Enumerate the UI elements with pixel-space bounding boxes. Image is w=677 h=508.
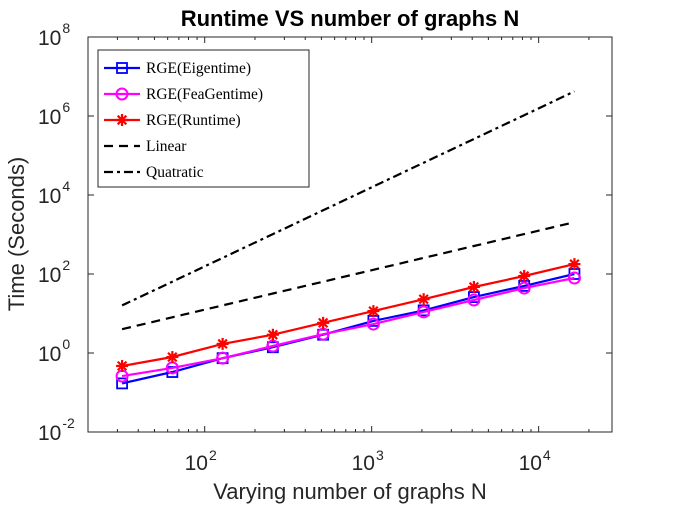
circle-marker — [115, 87, 129, 101]
x-tick-label: 103 — [352, 447, 384, 475]
legend-box — [97, 49, 310, 188]
legend-label: RGE(Runtime) — [146, 112, 241, 129]
legend-item: Quatratic — [104, 164, 204, 181]
legend-item: RGE(Runtime) — [104, 112, 241, 129]
legend-item: RGE(FeaGentime) — [104, 86, 263, 103]
asterisk-marker — [116, 114, 128, 126]
circle-marker — [467, 293, 481, 307]
series-line — [121, 272, 575, 385]
asterisk-marker — [166, 351, 179, 364]
asterisk-marker — [467, 280, 480, 293]
circle-marker — [417, 305, 431, 319]
square-marker — [116, 62, 128, 74]
series-rge-runtime — [116, 258, 581, 372]
y-tick-label: 106 — [38, 99, 70, 129]
circle-marker — [216, 351, 230, 365]
legend-label: Quatratic — [146, 164, 204, 181]
series-quatratic — [121, 90, 575, 307]
asterisk-marker — [266, 328, 279, 341]
asterisk-marker — [216, 337, 229, 350]
series-linear — [121, 221, 575, 331]
asterisk-marker — [116, 359, 129, 372]
x-tick-label: 104 — [519, 447, 551, 475]
y-tick-label: 10-2 — [38, 415, 75, 445]
x-axis-label: Varying number of graphs N — [213, 479, 487, 504]
y-tick-label: 100 — [38, 336, 70, 366]
y-tick-label: 104 — [38, 178, 70, 208]
series-line — [121, 221, 575, 331]
y-tick-label: 108 — [38, 20, 70, 50]
series-line — [121, 90, 575, 307]
plot-series — [115, 90, 581, 390]
series-rge-feagentime — [115, 271, 581, 383]
chart-title: Runtime VS number of graphs N — [181, 6, 520, 31]
circle-marker — [567, 271, 581, 285]
asterisk-marker — [367, 305, 380, 318]
y-axis-label: Time (Seconds) — [4, 157, 29, 311]
x-tick-label: 102 — [185, 447, 217, 475]
asterisk-marker — [317, 316, 330, 329]
asterisk-marker — [518, 269, 531, 282]
legend-item: Linear — [104, 138, 187, 155]
asterisk-marker — [568, 258, 581, 271]
circle-marker — [366, 317, 380, 331]
legend: RGE(Eigentime) RGE(FeaGentime) RGE(Runtime… — [97, 49, 310, 188]
legend-item: RGE(Eigentime) — [104, 60, 251, 77]
y-tick-label: 102 — [38, 257, 70, 287]
legend-label: Linear — [146, 138, 187, 155]
circle-marker — [517, 281, 531, 295]
series-line — [121, 263, 575, 368]
square-marker — [116, 377, 128, 390]
asterisk-marker — [417, 293, 430, 306]
series-line — [121, 276, 575, 378]
legend-label: RGE(FeaGentime) — [146, 86, 263, 103]
legend-label: RGE(Eigentime) — [146, 60, 251, 77]
